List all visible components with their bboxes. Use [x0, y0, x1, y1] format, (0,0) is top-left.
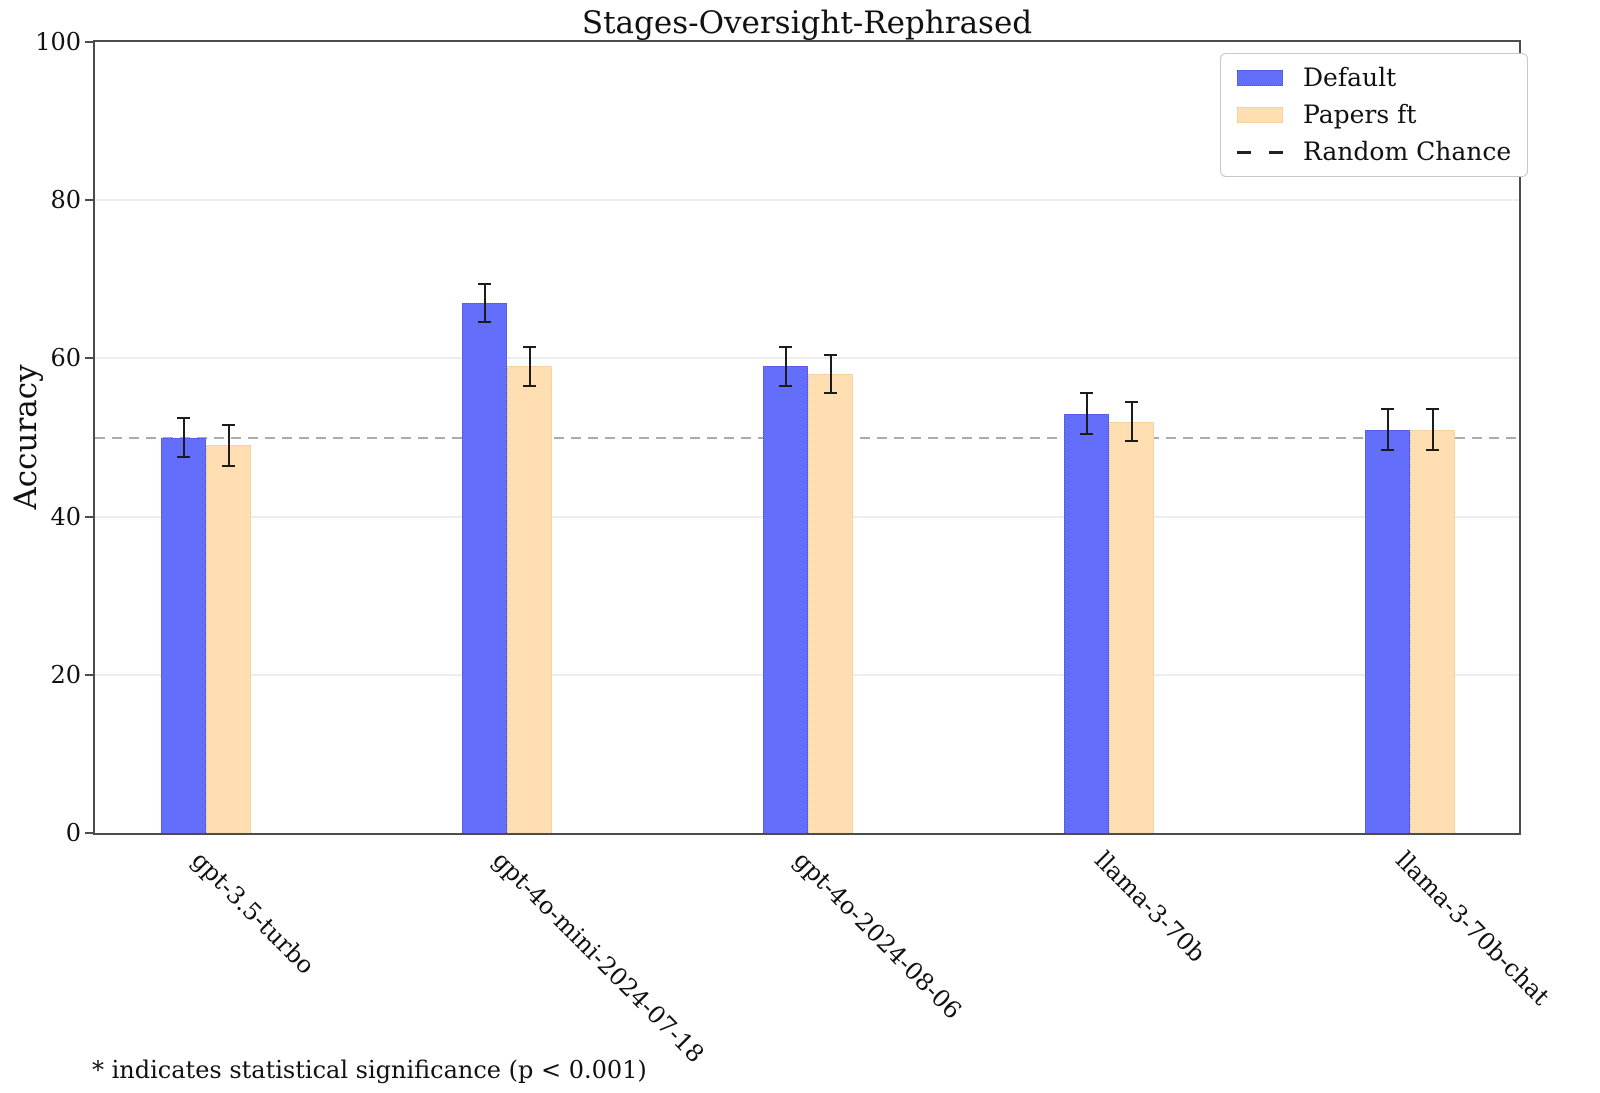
legend-label-default: Default — [1303, 63, 1397, 92]
error-bar-cap — [1381, 449, 1394, 452]
bar-papers-ft-1 — [507, 366, 552, 833]
legend-label-random-chance: Random Chance — [1303, 137, 1512, 166]
error-bar-cap — [1426, 408, 1439, 411]
y-tick-mark-80 — [85, 199, 93, 202]
legend-dashed-line-icon — [1237, 150, 1283, 154]
error-bar-cap — [1125, 440, 1138, 443]
error-bar-cap — [478, 321, 491, 323]
y-tick-label-20: 20 — [50, 660, 81, 689]
error-bar-cap — [523, 345, 536, 348]
error-bar-cap — [177, 416, 190, 419]
error-bar-cap — [779, 345, 792, 348]
bar-papers-ft-0 — [206, 445, 251, 833]
bar-papers-ft-4 — [1410, 429, 1455, 833]
error-bar-cap — [1080, 392, 1093, 395]
error-bar — [528, 346, 531, 387]
bar-default-4 — [1365, 429, 1410, 833]
error-bar — [182, 417, 185, 458]
error-bar — [483, 284, 486, 322]
error-bar — [1386, 409, 1389, 451]
error-bar-cap — [1125, 400, 1138, 403]
error-bar — [1431, 409, 1434, 451]
y-axis-label: Accuracy — [8, 364, 44, 510]
legend-swatch-default — [1237, 70, 1283, 86]
error-bar-cap — [779, 385, 792, 388]
error-bar — [1085, 393, 1088, 435]
y-tick-label-0: 0 — [65, 819, 81, 847]
y-tick-mark-60 — [85, 357, 93, 360]
error-bar-cap — [222, 464, 235, 467]
legend-swatch-papers-ft — [1237, 107, 1283, 123]
error-bar-cap — [222, 423, 235, 426]
error-bar-cap — [523, 385, 536, 388]
x-category-label-0: gpt-3.5-turbo — [186, 846, 320, 980]
y-tick-mark-0 — [85, 832, 93, 834]
x-category-label-3: llama-3-70b — [1089, 846, 1211, 968]
bar-default-3 — [1064, 413, 1109, 833]
bar-default-2 — [763, 366, 808, 833]
error-bar — [1130, 401, 1133, 442]
error-bar — [227, 424, 230, 466]
error-bar — [829, 355, 832, 394]
bar-default-1 — [462, 303, 507, 833]
legend-label-papers-ft: Papers ft — [1303, 100, 1417, 129]
legend-item-random-chance: Random Chance — [1237, 137, 1511, 167]
legend: Default Papers ft Random Chance — [1220, 53, 1529, 177]
error-bar-cap — [1381, 408, 1394, 411]
error-bar-cap — [824, 354, 837, 357]
footnote: * indicates statistical significance (p … — [92, 1056, 647, 1084]
chart-title: Stages-Oversight-Rephrased — [581, 5, 1033, 41]
y-tick-label-80: 80 — [50, 186, 81, 215]
legend-item-default: Default — [1237, 63, 1511, 93]
y-tick-mark-40 — [85, 515, 93, 518]
gridline-60 — [95, 357, 1519, 360]
x-category-label-4: llama-3-70b-chat — [1390, 846, 1556, 1011]
error-bar-cap — [1426, 449, 1439, 452]
y-tick-label-100: 100 — [35, 28, 81, 56]
y-tick-label-60: 60 — [50, 344, 81, 373]
x-category-label-2: gpt-4o-2024-08-06 — [788, 846, 967, 1025]
error-bar-cap — [824, 392, 837, 395]
y-tick-label-40: 40 — [50, 502, 81, 531]
error-bar-cap — [1080, 433, 1093, 436]
bar-papers-ft-2 — [808, 374, 853, 833]
y-tick-mark-20 — [85, 673, 93, 676]
x-category-label-1: gpt-4o-mini-2024-07-18 — [487, 846, 710, 1069]
legend-item-papers-ft: Papers ft — [1237, 100, 1511, 130]
error-bar — [784, 346, 787, 387]
error-bar-cap — [478, 283, 491, 286]
bar-papers-ft-3 — [1109, 421, 1154, 833]
error-bar-cap — [177, 456, 190, 459]
bar-default-0 — [161, 437, 206, 833]
y-tick-mark-100 — [85, 41, 93, 43]
gridline-80 — [95, 199, 1519, 202]
